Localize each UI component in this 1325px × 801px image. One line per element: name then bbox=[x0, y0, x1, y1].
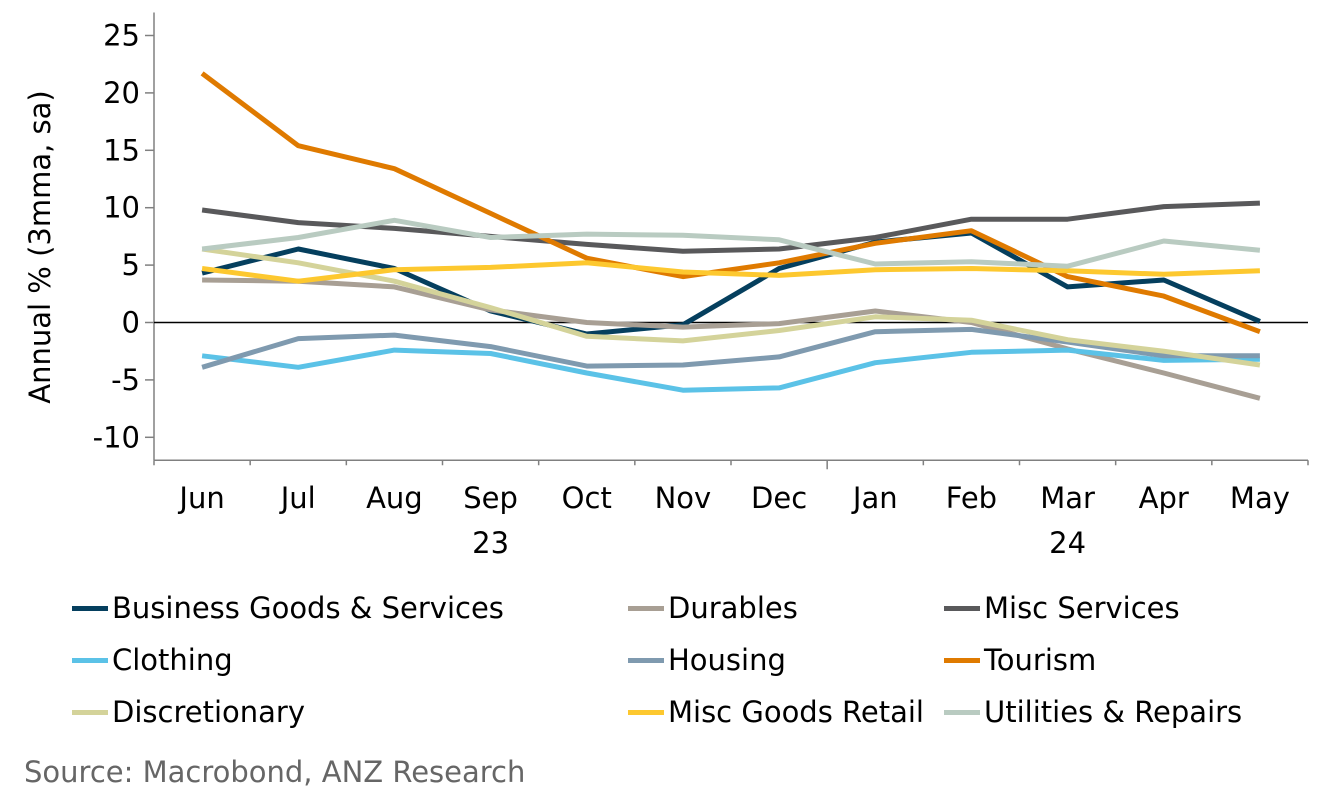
legend-item: Misc Goods Retail bbox=[628, 692, 924, 732]
legend-swatch bbox=[944, 709, 980, 715]
legend-item: Discretionary bbox=[72, 692, 305, 732]
legend-item: Utilities & Repairs bbox=[944, 692, 1242, 732]
legend-swatch bbox=[72, 605, 108, 611]
legend-item: Tourism bbox=[944, 640, 1096, 680]
line-chart: 25 20 15 10 5 0 -5 -10 Jun Jul Aug Sep Oct Nov Dec Jan… bbox=[23, 12, 1309, 560]
y-tick-label: 10 bbox=[103, 191, 140, 225]
legend-item: Misc Services bbox=[944, 588, 1180, 628]
x-tick-label: May bbox=[1230, 481, 1290, 515]
legend-swatch bbox=[944, 605, 980, 611]
x-tick-label: Jul bbox=[279, 481, 316, 515]
x-tick-label: Nov bbox=[655, 481, 712, 515]
legend-swatch bbox=[944, 657, 980, 663]
legend-label: Misc Services bbox=[984, 591, 1180, 625]
series-line-business-goods-services bbox=[201, 230, 1261, 337]
legend-swatch bbox=[628, 709, 664, 715]
x-tick-label: Sep bbox=[463, 481, 518, 515]
series-line-discretionary bbox=[201, 246, 1261, 368]
x-tick-label: Jan bbox=[851, 481, 898, 515]
legend-swatch bbox=[628, 605, 664, 611]
legend-label: Business Goods & Services bbox=[112, 591, 504, 625]
y-tick-label: -5 bbox=[111, 363, 140, 397]
legend-label: Tourism bbox=[984, 643, 1097, 677]
x-tick-label: Oct bbox=[562, 481, 612, 515]
legend-item: Business Goods & Services bbox=[72, 588, 504, 628]
series-line-misc-services bbox=[201, 200, 1260, 254]
x-axis: Jun Jul Aug Sep Oct Nov Dec Jan Feb Mar Apr May 23 24 bbox=[153, 321, 1309, 560]
y-tick-label: 25 bbox=[103, 19, 140, 53]
source-note: Source: Macrobond, ANZ Research bbox=[24, 755, 526, 789]
x-tick-label: Dec bbox=[751, 481, 807, 515]
y-tick-label: 20 bbox=[103, 76, 140, 110]
x-year-label: 23 bbox=[472, 526, 509, 560]
y-axis: 25 20 15 10 5 0 -5 -10 bbox=[93, 12, 155, 461]
x-year-label: 24 bbox=[1049, 526, 1086, 560]
y-tick-label: -10 bbox=[93, 420, 140, 454]
legend-label: Housing bbox=[668, 643, 786, 677]
series-line-clothing bbox=[201, 347, 1260, 393]
legend-swatch bbox=[72, 709, 108, 715]
series-line-utilities-repairs bbox=[201, 217, 1261, 269]
legend-item: Housing bbox=[628, 640, 786, 680]
x-tick-label: Mar bbox=[1040, 481, 1095, 515]
legend-label: Clothing bbox=[112, 643, 233, 677]
legend-label: Discretionary bbox=[112, 695, 305, 729]
series-line-housing bbox=[201, 326, 1260, 370]
x-tick-label: Apr bbox=[1139, 481, 1189, 515]
y-tick-label: 0 bbox=[122, 306, 140, 340]
legend-label: Durables bbox=[668, 591, 798, 625]
legend-item: Durables bbox=[628, 588, 798, 628]
legend-swatch bbox=[628, 657, 664, 663]
legend-label: Utilities & Repairs bbox=[984, 695, 1243, 729]
series-layer bbox=[200, 71, 1261, 401]
x-tick-label: Jun bbox=[177, 481, 224, 515]
legend-label: Misc Goods Retail bbox=[668, 695, 924, 729]
series-line-misc-goods-retail bbox=[201, 260, 1260, 284]
x-tick-label: Aug bbox=[366, 481, 423, 515]
series-line-tourism bbox=[200, 71, 1261, 335]
y-tick-label: 5 bbox=[122, 248, 140, 282]
y-axis-label: Annual % (3mma, sa) bbox=[23, 90, 57, 403]
x-tick-label: Feb bbox=[946, 481, 997, 515]
legend-item: Clothing bbox=[72, 640, 233, 680]
y-tick-label: 15 bbox=[103, 133, 140, 167]
legend-swatch bbox=[72, 657, 108, 663]
